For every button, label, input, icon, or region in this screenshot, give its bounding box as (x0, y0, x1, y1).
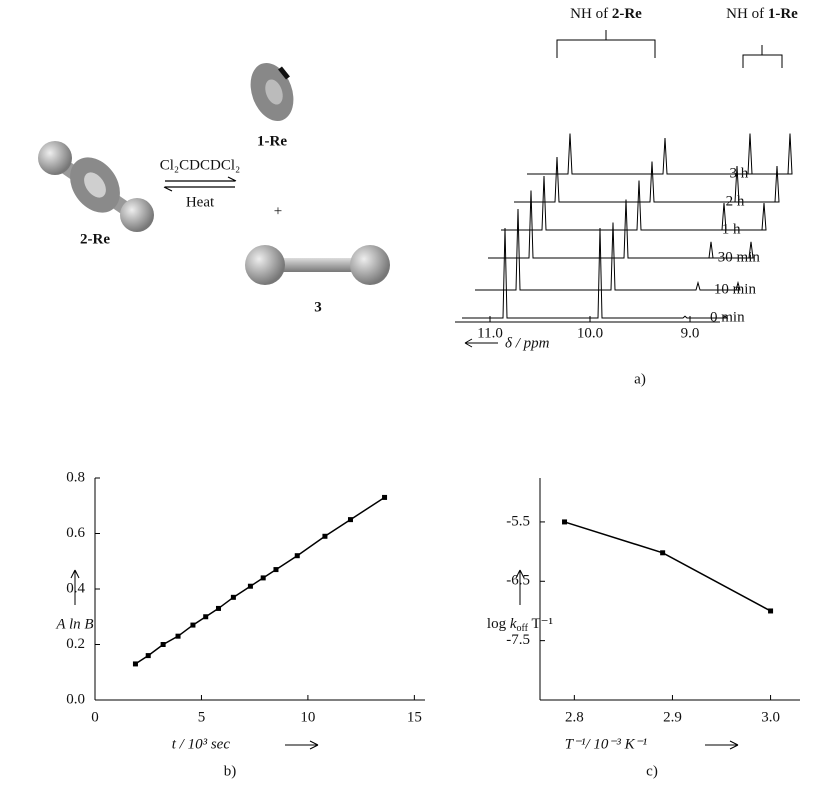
figure: 2-Re Cl₂CDCDCl₂ Heat 1-Re + 3 NH of 2-Re… (0, 0, 829, 782)
molecule-3 (245, 245, 390, 285)
x-axis-label: T⁻¹/ 10⁻³ K⁻¹ (565, 736, 648, 752)
reactant-label: 2-Re (80, 231, 110, 247)
spectrum-trace (527, 134, 792, 175)
arrow (285, 741, 318, 749)
y-label-part: off (517, 623, 529, 634)
solvent-label: Cl₂CDCDCl₂ (160, 157, 240, 173)
y-axis-label: A ln B (55, 616, 93, 632)
x-axis-label: t / 10³ sec (172, 736, 231, 752)
data-point (161, 642, 166, 647)
data-point (273, 567, 278, 572)
x-tick-label: 10 (300, 709, 315, 725)
arrow (705, 741, 738, 749)
x-tick-label: 5 (198, 709, 206, 725)
product-label: 3 (314, 299, 322, 315)
y-tick-label: 0.8 (66, 469, 85, 485)
data-point (203, 614, 208, 619)
molecule-1re (243, 57, 301, 127)
trace-label: 10 min (714, 281, 757, 297)
bracket (557, 30, 655, 58)
spectrum-trace (475, 209, 740, 290)
y-axis-label: log koff T⁻¹ (487, 616, 553, 634)
x-tick-label: 11.0 (477, 325, 503, 341)
spectrum-trace (488, 191, 753, 259)
nmr-axis-label: δ / ppm (505, 335, 550, 351)
condition-label: Heat (186, 194, 215, 210)
y-tick-label: 0.6 (66, 525, 85, 541)
x-tick-label: 15 (407, 709, 422, 725)
equilibrium-arrows (164, 177, 236, 191)
y-tick-label: 0.4 (66, 580, 85, 596)
data-point (768, 608, 773, 613)
data-point (133, 661, 138, 666)
data-point (562, 519, 567, 524)
trace-label: 0 min (710, 309, 745, 325)
data-point (231, 595, 236, 600)
data-point (216, 606, 221, 611)
molecule-2re (38, 141, 154, 232)
data-point (660, 550, 665, 555)
trace-label: 30 min (718, 249, 761, 265)
x-tick-label: 9.0 (681, 325, 700, 341)
x-tick-label: 0 (91, 709, 99, 725)
x-tick-label: 2.8 (565, 709, 584, 725)
data-line (565, 522, 771, 611)
bracket (743, 45, 782, 68)
data-point (322, 534, 327, 539)
data-point (190, 623, 195, 628)
y-tick-label: -6.5 (506, 573, 530, 589)
trace-label: 3 h (730, 165, 749, 181)
data-point (176, 634, 181, 639)
trace-label: 2 h (726, 193, 745, 209)
y-tick-label: 0.0 (66, 691, 85, 707)
x-tick-label: 3.0 (761, 709, 780, 725)
x-tick-label: 10.0 (577, 325, 603, 341)
product-label: 1-Re (257, 133, 287, 149)
trace-label: 1 h (722, 221, 741, 237)
panel-label: a) (634, 371, 646, 387)
x-tick-label: 2.9 (663, 709, 682, 725)
data-line (135, 497, 384, 664)
data-point (261, 575, 266, 580)
bracket-label: NH of 1-Re (726, 6, 798, 22)
y-tick-label: -7.5 (506, 632, 530, 648)
plus-sign: + (274, 203, 282, 219)
panel-label: b) (224, 763, 237, 779)
panel-label: c) (646, 763, 658, 779)
data-point (248, 584, 253, 589)
data-point (146, 653, 151, 658)
y-tick-label: 0.2 (66, 636, 85, 652)
y-tick-label: -5.5 (506, 513, 530, 529)
data-point (382, 495, 387, 500)
spectrum-trace (462, 228, 727, 318)
data-point (295, 553, 300, 558)
data-point (348, 517, 353, 522)
bracket-label: NH of 2-Re (570, 6, 642, 22)
y-label-part: log (487, 616, 510, 632)
y-label-part: T⁻¹ (528, 616, 553, 632)
